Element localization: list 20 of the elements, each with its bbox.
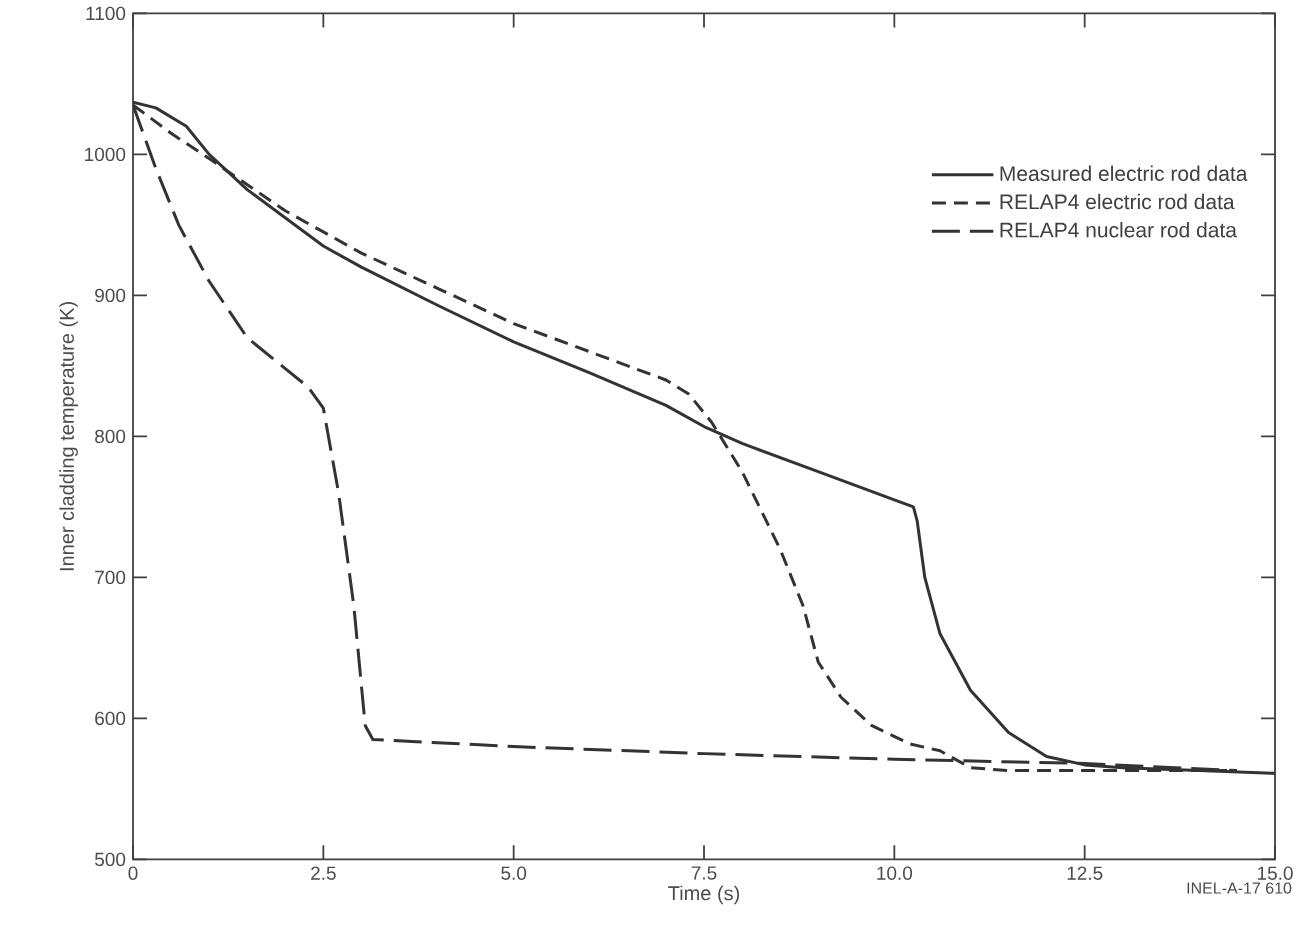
x-tick-label: 7.5 <box>691 866 717 880</box>
x-tick-label: 12.5 <box>1067 866 1103 880</box>
legend-label: RELAP4 nuclear rod data <box>1000 221 1237 238</box>
y-axis-title: Inner cladding temperature (K) <box>59 301 78 570</box>
x-axis-title: Time (s) <box>668 885 740 905</box>
x-tick-label: 5.0 <box>501 866 527 880</box>
x-tick-label: 2.5 <box>311 866 336 880</box>
y-tick-label: 900 <box>95 288 126 302</box>
legend-label: RELAP4 electric rod data <box>1000 193 1235 210</box>
y-tick-label: 800 <box>95 429 126 443</box>
text: INEL-A-17 610 <box>1187 882 1292 894</box>
y-tick-label: 1100 <box>86 6 126 20</box>
y-tick-label: 500 <box>94 852 126 866</box>
x-tick-label: 10.0 <box>877 866 913 880</box>
x-tick-label: 0 <box>128 866 138 880</box>
y-tick-label: 600 <box>95 711 126 725</box>
y-tick-label: 700 <box>95 570 126 584</box>
y-tick-label: 1000 <box>85 147 126 161</box>
x-tick-label: 15.0 <box>1257 866 1293 880</box>
legend-label: Measured electric rod data <box>1000 165 1248 181</box>
